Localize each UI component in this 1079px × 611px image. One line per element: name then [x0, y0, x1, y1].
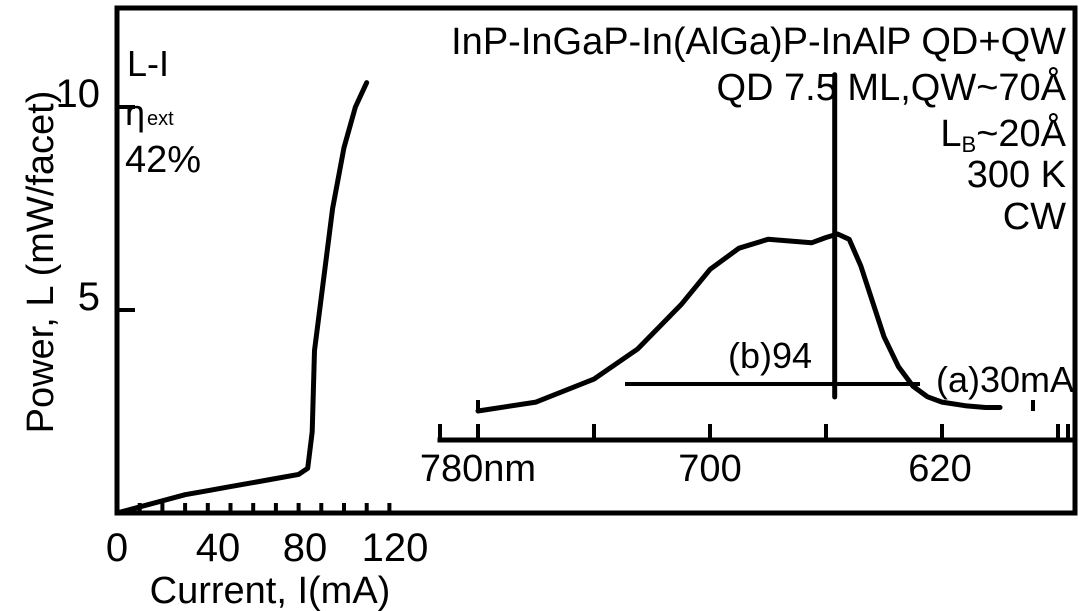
y-tick-label-10: 10 [56, 72, 101, 116]
legend-line-4: 300 K [967, 154, 1066, 196]
y-tick-label-5: 5 [78, 275, 100, 319]
legend-line-1: InP-InGaP-In(AlGa)P-InAlP QD+QW [451, 21, 1066, 63]
x-axis-title: Current, I(mA) [150, 570, 391, 611]
spectrum-tick-label-620: 620 [908, 448, 971, 490]
x-tick-label-40: 40 [196, 526, 241, 570]
x-tick-label-80: 80 [283, 526, 328, 570]
spectrum-tick-label-700: 700 [678, 448, 741, 490]
legend-lb-main: L [940, 113, 961, 155]
label-b: (b)94 [728, 335, 812, 376]
legend-line-5: CW [1003, 196, 1066, 238]
legend-line-3: LB~20Å [940, 111, 1066, 157]
legend-lb-rest: ~20Å [976, 111, 1066, 155]
label-a: (a)30mA [936, 359, 1074, 400]
legend-line-2: QD 7.5 ML,QW~70Å [716, 65, 1066, 109]
efficiency-value: 42% [125, 139, 201, 181]
x-tick-label-120: 120 [362, 526, 429, 570]
li-series-line-0 [114, 80, 370, 516]
spectrum-tick-label-780: 780nm [420, 448, 536, 490]
spectrum-curve-group [475, 72, 1003, 414]
x-tick-label-0: 0 [106, 526, 128, 570]
eta-symbol: η ext [125, 92, 174, 133]
legend-lb-sub: B [962, 132, 977, 157]
spectrum-tick-group [476, 424, 1060, 440]
li-curve-group [114, 80, 370, 516]
li-label: L-I [127, 43, 169, 84]
eta-subscript: ext [147, 108, 174, 130]
eta-char: η [125, 92, 145, 133]
y-axis-title: Power, L (mW/facet) [20, 91, 62, 434]
spectrum-series-line-a [475, 231, 1003, 414]
